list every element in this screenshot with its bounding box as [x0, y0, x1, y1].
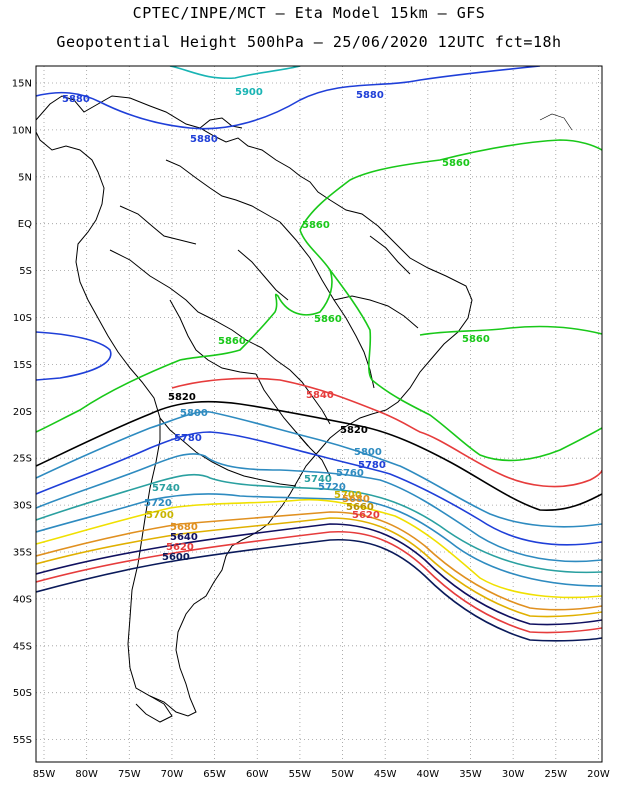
contour-5840	[171, 377, 602, 488]
lon-label: 30W	[502, 769, 525, 780]
contour-label-5660: 5660	[346, 502, 374, 513]
contour-5660	[36, 517, 602, 618]
contour-label-5880: 5880	[62, 94, 90, 105]
contour-label-5800: 5800	[180, 408, 208, 419]
contour-5860	[36, 229, 333, 433]
contour-label-5680: 5680	[170, 522, 198, 533]
map-frame	[35, 65, 603, 763]
contour-5860	[329, 269, 602, 462]
lon-label: 80W	[75, 769, 98, 780]
lat-label: 10N	[12, 125, 32, 136]
lon-label: 25W	[544, 769, 567, 780]
contour-5600	[36, 538, 602, 642]
contour-label-5860: 5860	[218, 336, 246, 347]
contour-5820	[36, 400, 602, 511]
contour-label-5760: 5760	[336, 468, 364, 479]
contour-lines	[36, 66, 602, 642]
contour-5700	[36, 498, 602, 599]
lat-label: 40S	[13, 594, 32, 605]
lat-label: 15N	[12, 79, 32, 90]
contour-label-5620: 5620	[352, 510, 380, 521]
map-subtitle: Geopotential Height 500hPa – 25/06/2020 …	[56, 33, 562, 51]
lat-label: EQ	[18, 219, 32, 230]
contour-label-5820: 5820	[340, 425, 368, 436]
lon-label: 50W	[331, 769, 354, 780]
contour-label-5740: 5740	[152, 483, 180, 494]
contour-5640	[36, 523, 602, 626]
lon-label: 85W	[33, 769, 56, 780]
lat-label: 10S	[13, 313, 32, 324]
lon-label: 60W	[246, 769, 269, 780]
lat-label: 25S	[13, 454, 32, 465]
contour-5760	[36, 453, 602, 563]
contour-5880	[36, 66, 541, 130]
contour-label-5780: 5780	[358, 460, 386, 471]
contour-label-5700: 5700	[334, 490, 362, 501]
contour-label-5720: 5720	[144, 498, 172, 509]
contour-label-5860: 5860	[462, 334, 490, 345]
contour-label-5860: 5860	[442, 158, 470, 169]
contour-5680	[36, 511, 602, 611]
contour-5860	[299, 139, 602, 231]
contour-label-5880: 5880	[190, 134, 218, 145]
contour-label-5620: 5620	[166, 542, 194, 553]
contour-label-5700: 5700	[146, 510, 174, 521]
contour-label-5840: 5840	[306, 390, 334, 401]
contour-label-5820: 5820	[168, 392, 196, 403]
lon-label: 35W	[459, 769, 482, 780]
contour-5720	[36, 493, 602, 587]
contour-label-5880: 5880	[356, 90, 384, 101]
contour-label-5860: 5860	[302, 220, 330, 231]
lat-label: 55S	[13, 735, 32, 746]
lat-label: 45S	[13, 641, 32, 652]
contour-5880	[36, 331, 112, 381]
lon-label: 45W	[374, 769, 397, 780]
map-title: CPTEC/INPE/MCT – Eta Model 15km – GFS	[132, 4, 486, 22]
contour-label-5640: 5640	[170, 532, 198, 543]
lon-label: 65W	[203, 769, 226, 780]
lon-label: 70W	[161, 769, 184, 780]
longitude-labels: 85W 80W 75W 70W 65W 60W 55W 50W 45W 40W 35W 30W 25W 2…	[33, 769, 610, 780]
contour-label-5800: 5800	[354, 447, 382, 458]
latitude-labels: 15N 10N 5N EQ 5S 10S 15S 20S 25S 30S 35S 40S 45S 50S 5…	[12, 79, 32, 747]
contour-label-5780: 5780	[174, 433, 202, 444]
contour-5800	[36, 410, 602, 528]
lat-label: 5N	[18, 172, 32, 183]
contour-label-5720: 5720	[318, 482, 346, 493]
contour-5900	[169, 66, 301, 80]
contour-label-5680: 5680	[342, 494, 370, 505]
map-gridlines	[36, 66, 602, 762]
contour-5780	[36, 431, 602, 546]
lat-label: 20S	[13, 407, 32, 418]
lat-label: 15S	[13, 360, 32, 371]
lat-label: 30S	[13, 501, 32, 512]
contour-labels: 5900 5880 5880 5880 5860 5860 5860 5860 …	[62, 87, 490, 563]
coastline	[36, 95, 573, 723]
lon-label: 75W	[118, 769, 141, 780]
contour-5740	[36, 473, 602, 574]
lon-label: 55W	[289, 769, 312, 780]
contour-5620	[36, 530, 602, 634]
lat-label: 50S	[13, 688, 32, 699]
lon-label: 40W	[417, 769, 440, 780]
lon-label: 20W	[587, 769, 610, 780]
contour-label-5900: 5900	[235, 87, 263, 98]
lat-label: 5S	[19, 266, 32, 277]
lat-label: 35S	[13, 548, 32, 559]
contour-label-5860: 5860	[314, 314, 342, 325]
contour-label-5600: 5600	[162, 552, 190, 563]
contour-label-5740: 5740	[304, 474, 332, 485]
contour-5860	[419, 325, 602, 336]
